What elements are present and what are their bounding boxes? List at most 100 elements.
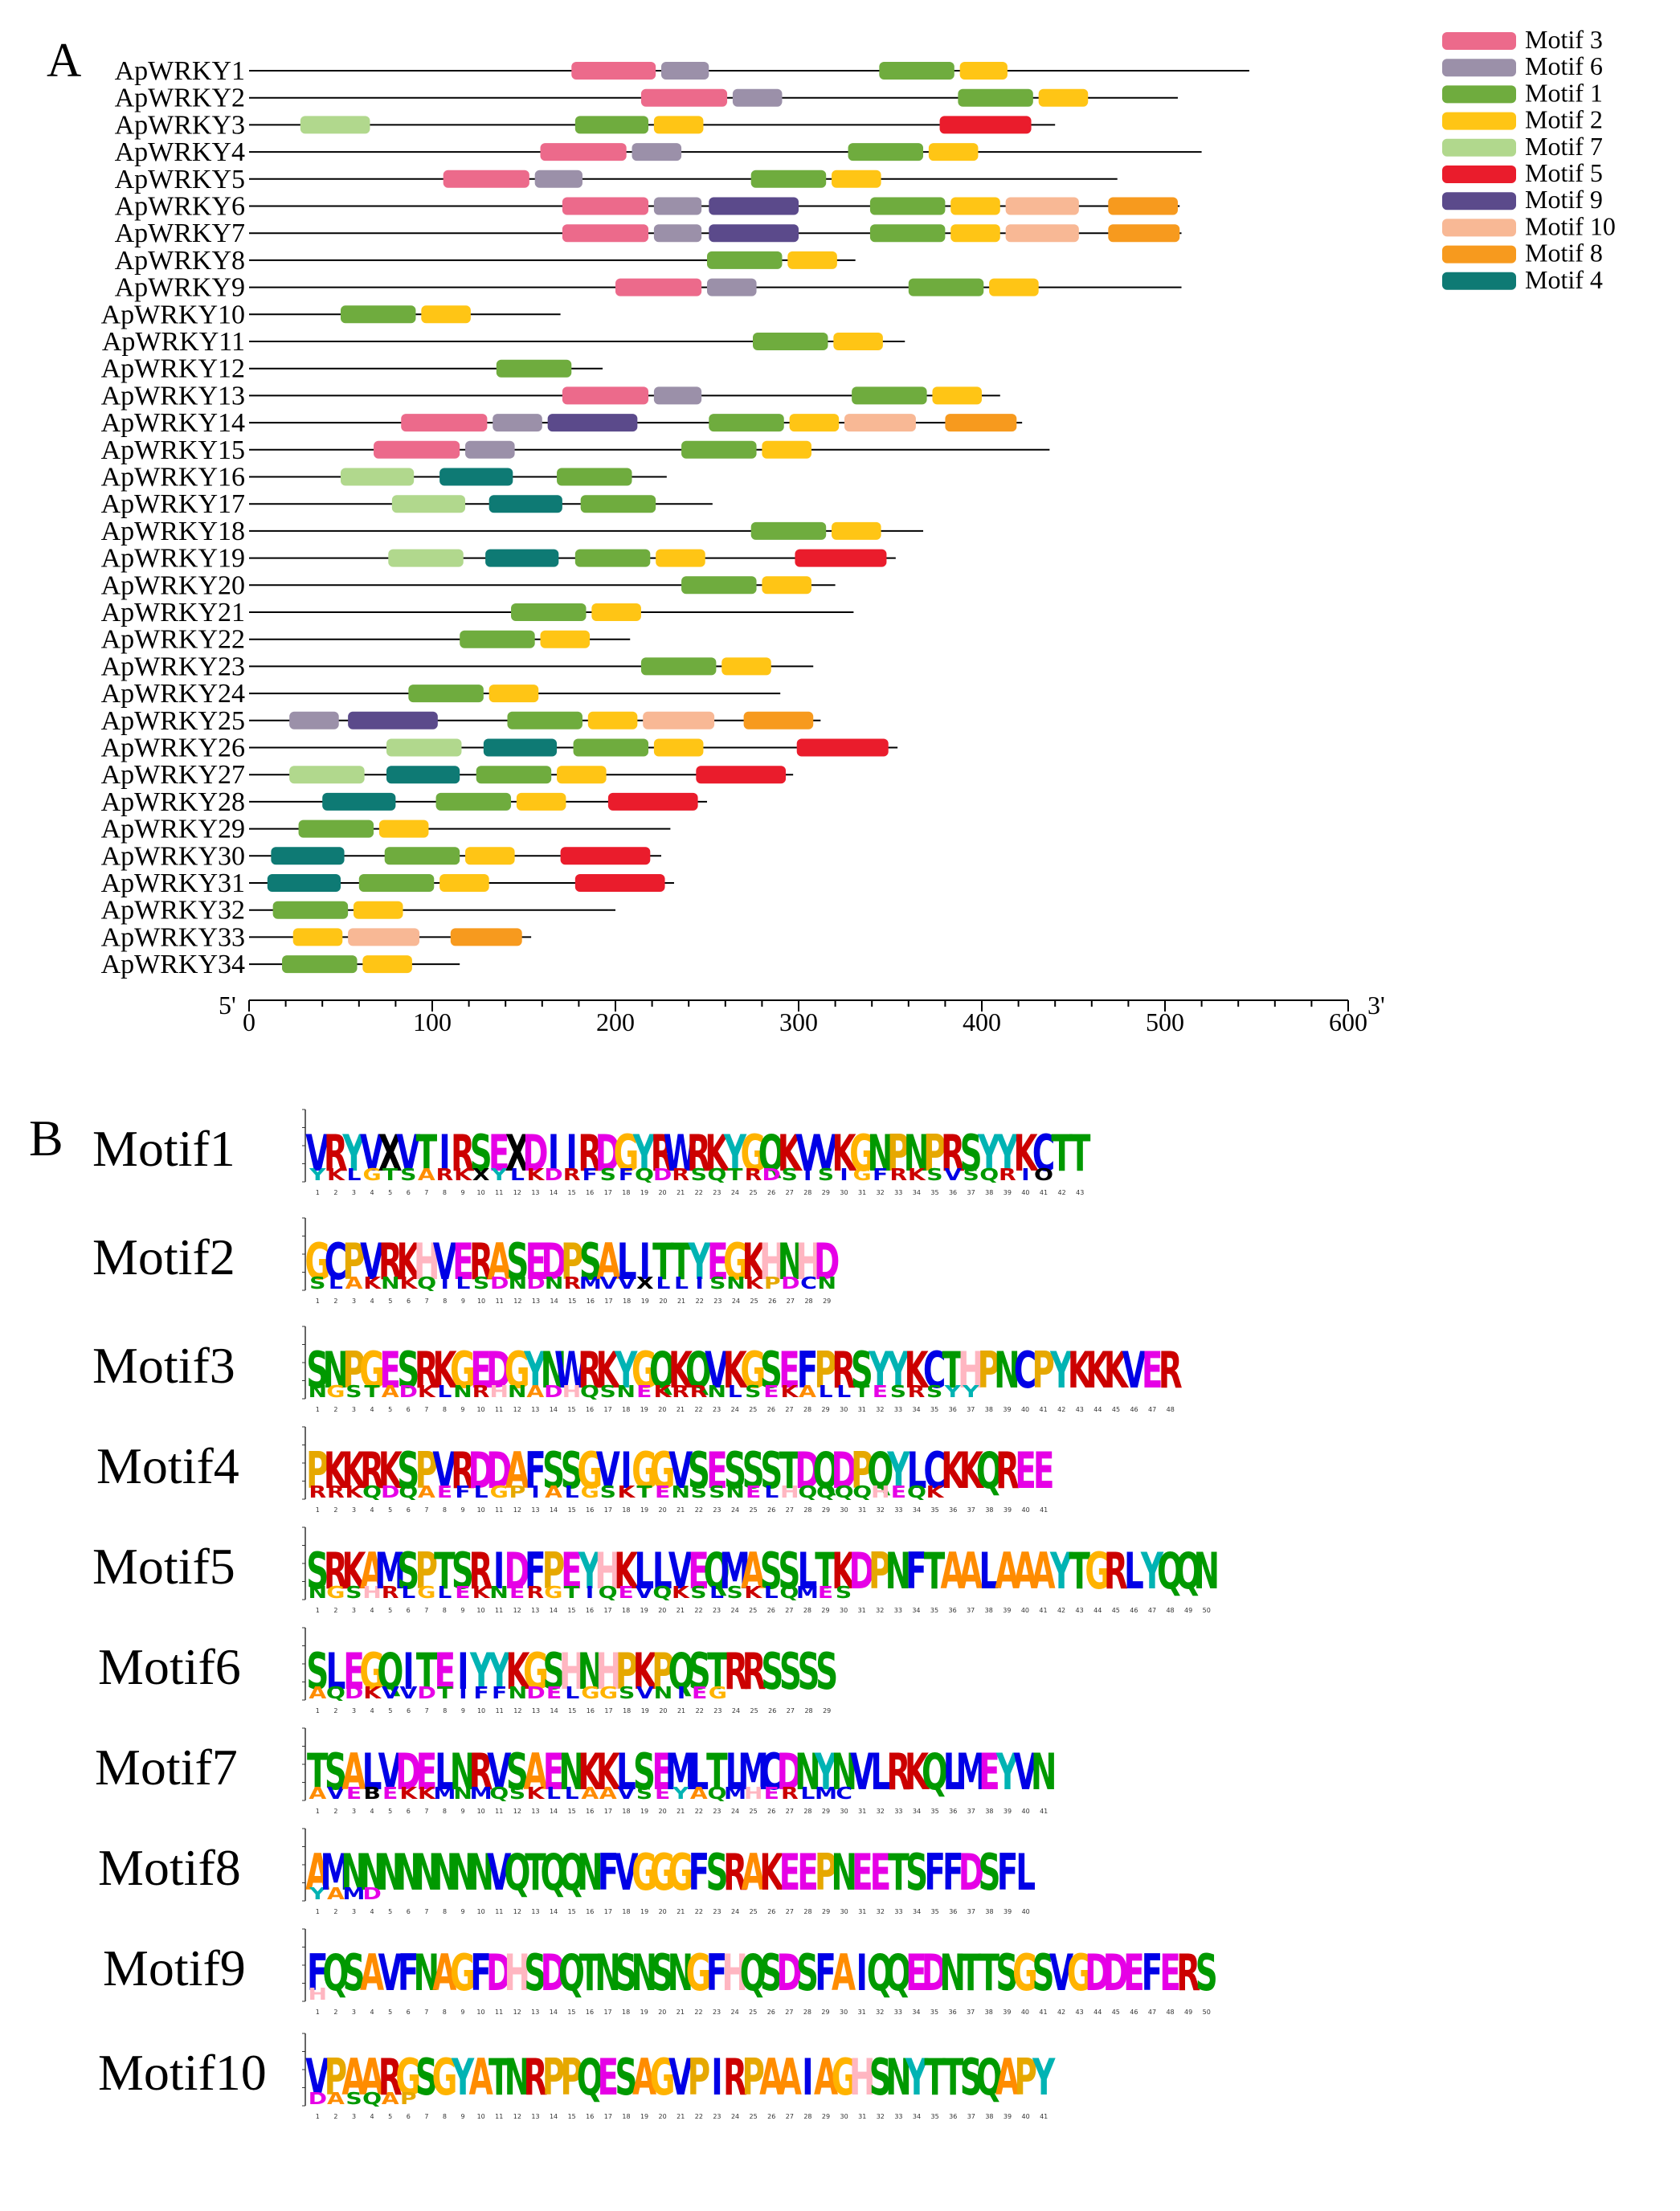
motif-box-m7	[341, 468, 415, 486]
motif-box-m6	[465, 440, 515, 459]
logo-letter-minor: S	[709, 1482, 725, 1502]
logo-letter-minor: G	[326, 1583, 345, 1602]
logo-position-number: 7	[424, 2009, 428, 2016]
logo-letter: F	[706, 1945, 728, 2003]
logo-position-number: 49	[1184, 1607, 1192, 1614]
logo-letter-minor: F	[873, 1165, 888, 1184]
logo-letter: H	[595, 1543, 621, 1601]
logo-position-number: 27	[786, 1808, 794, 1815]
logo-position-number: 28	[803, 2113, 811, 2120]
logo-position-number: 24	[731, 1189, 739, 1196]
logo-position-number: 27	[786, 1506, 794, 1514]
logo-letter: S	[688, 1443, 710, 1501]
logo-letter: G	[832, 2050, 857, 2107]
logo-letter: T	[942, 1343, 963, 1400]
logo-letter: Q	[812, 1443, 839, 1501]
logo-letter-minor: I	[531, 1482, 540, 1502]
logo-letter: I	[457, 1644, 469, 1702]
logo-position-number: 11	[495, 1808, 503, 1815]
logo-letter: C	[760, 1744, 783, 1802]
logo-letter: F	[942, 1845, 964, 1902]
logo-letter: N	[994, 1343, 1020, 1400]
gene-row: ApWRKY31	[101, 868, 674, 898]
logo-letter: L	[870, 1744, 890, 1802]
logo-letter: Q	[377, 1644, 403, 1702]
logo-letter: C	[923, 1443, 946, 1501]
logo-position-number: 11	[496, 1298, 504, 1305]
logo-position-number: 39	[1004, 2113, 1012, 2120]
logo-letter: Y	[886, 1343, 909, 1400]
motif-box-m3	[374, 440, 460, 459]
logo-position-number: 2	[333, 1298, 337, 1305]
logo-letter-minor: L	[346, 1165, 361, 1184]
logo-letter: E	[434, 1644, 456, 1702]
logo-letter-minor: E	[746, 1482, 761, 1502]
logo-position-number: 3	[352, 2113, 356, 2120]
motif-box-m2	[587, 711, 638, 730]
logo-letter-minor: Q	[599, 1583, 618, 1602]
logo-letter-minor: S	[345, 1583, 362, 1602]
logo-letter: E	[343, 1644, 365, 1702]
logo-position-number: 38	[985, 1808, 993, 1815]
logo-letter: E	[779, 1845, 801, 1902]
logo-position-number: 9	[461, 2113, 465, 2120]
motif-box-m6	[661, 62, 709, 80]
logo-position-number: 1	[316, 2009, 320, 2016]
logo-letter: S	[851, 1343, 873, 1400]
logo-letter-minor: D	[345, 1683, 363, 1702]
logo-letter: S	[397, 1343, 419, 1400]
gene-row: ApWRKY9	[115, 273, 1182, 303]
logo-letter: V	[305, 2050, 329, 2107]
motif-box-m1	[852, 386, 927, 405]
logo-letter: Q	[740, 1945, 766, 2003]
logo-letter: K	[378, 1443, 404, 1501]
logo-position-number: 8	[443, 2009, 447, 2016]
logo-position-number: 6	[407, 1707, 411, 1714]
logo-letter-minor: L	[764, 1482, 779, 1502]
motif-box-m1	[496, 359, 572, 378]
logo-letter: I	[640, 1234, 652, 1292]
logo-letter-minor: E	[382, 1784, 398, 1803]
logo-position-number: 32	[877, 1189, 885, 1196]
logo-position-number: 43	[1076, 2009, 1084, 2016]
logo-letter-minor: Q	[399, 1482, 418, 1502]
logo-letter: L	[943, 1744, 963, 1802]
logo-letter-minor: C	[836, 1784, 852, 1803]
logo-position-number: 22	[694, 1607, 702, 1614]
motif-box-m2	[292, 928, 343, 946]
logo-position-number: 15	[567, 1406, 575, 1413]
logo-position-number: 33	[894, 1189, 902, 1196]
motif-box-m10	[643, 711, 715, 730]
logo-letter-minor: A	[799, 1382, 816, 1401]
logo-letter: S	[760, 1343, 783, 1400]
logo-letter-minor: I	[1021, 1165, 1030, 1184]
logo-letter: V	[1049, 1945, 1073, 2003]
logo-position-number: 4	[370, 1808, 374, 1815]
gene-label: ApWRKY9	[115, 273, 245, 303]
logo-letter: F	[689, 1845, 710, 1902]
logo-position-number: 20	[658, 1189, 666, 1196]
logo-position-number: 23	[713, 1808, 721, 1815]
motif-box-m4	[485, 549, 559, 567]
logo-letter-minor: H	[362, 1583, 382, 1602]
gene-row: ApWRKY28	[101, 787, 707, 817]
logo-position-number: 41	[1040, 2113, 1048, 2120]
logo-position-number: 43	[1076, 1189, 1084, 1196]
logo-letter: S	[761, 1644, 783, 1702]
axis-tick-label: 100	[413, 1007, 452, 1036]
logo-letter-minor: D	[526, 1683, 545, 1702]
logo-letter: G	[505, 1343, 530, 1400]
logo-letter: Q	[322, 1945, 349, 2003]
logo-position-number: 27	[786, 2113, 794, 2120]
logo-letter: D	[541, 1945, 566, 2003]
logo-position-number: 18	[622, 1808, 630, 1815]
logo-position-number: 28	[803, 1607, 811, 1614]
logo-letter: P	[652, 1644, 675, 1702]
logo-position-number: 4	[370, 1707, 374, 1714]
logo-letter-minor: L	[728, 1382, 742, 1401]
logo-letter: Q	[558, 1845, 585, 1902]
logo-letter: G	[740, 1343, 766, 1400]
logo-position-number: 21	[676, 1506, 685, 1514]
logo-position-number: 23	[713, 1707, 721, 1714]
